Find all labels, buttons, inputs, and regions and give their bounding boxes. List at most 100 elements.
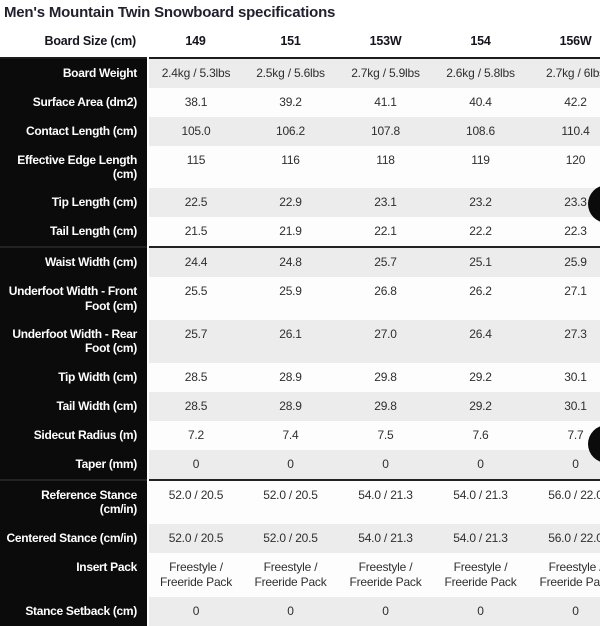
board-size-header-label: Board Size (cm) [0, 26, 148, 58]
row-label: Waist Width (cm) [0, 246, 149, 278]
spec-value-cell: 30.1 [528, 391, 600, 421]
spec-value-cell: 22.1 [338, 217, 433, 248]
spec-value-cell: 52.0 / 20.5 [148, 478, 243, 524]
table-row: Underfoot Width - Front Foot (cm) 25.5 25.… [0, 277, 600, 321]
spec-value-cell: 2.4kg / 5.3lbs [148, 57, 243, 88]
spec-value-cell: Freestyle / Freeride Pack [148, 552, 243, 597]
spec-value-cell: 2.7kg / 5.9lbs [338, 57, 433, 88]
spec-value-cell: 0 [243, 596, 338, 626]
spec-value-cell: 24.8 [243, 246, 338, 278]
spec-value-cell: 7.6 [433, 420, 528, 450]
spec-value-cell: 42.2 [528, 87, 600, 117]
spec-value-cell: Freestyle / Freeride Pack [528, 552, 600, 597]
spec-value-cell: 26.2 [433, 277, 528, 321]
board-size-header-row: Board Size (cm) 149 151 153W 154 156W [0, 26, 600, 58]
spec-value-cell: 28.5 [148, 362, 243, 392]
spec-value-cell: 105.0 [148, 116, 243, 146]
size-column-header: 156W [528, 26, 600, 58]
table-row: Tip Width (cm) 28.5 28.9 29.8 29.2 30.1 [0, 362, 600, 392]
spec-value-cell: 120 [528, 145, 600, 189]
spec-value-cell: 106.2 [243, 116, 338, 146]
spec-value-cell: 7.2 [148, 420, 243, 450]
table-row: Stance Setback (cm) 0 0 0 0 0 [0, 596, 600, 626]
row-label: Insert Pack [0, 552, 149, 597]
floating-action-button-upper[interactable] [588, 185, 600, 223]
spec-value-cell: 56.0 / 22.0 [528, 478, 600, 524]
spec-value-cell: 22.5 [148, 188, 243, 218]
spec-value-cell: Freestyle / Freeride Pack [433, 552, 528, 597]
spec-value-cell: 52.0 / 20.5 [243, 478, 338, 524]
row-label: Underfoot Width - Front Foot (cm) [0, 277, 149, 321]
spec-value-cell: 41.1 [338, 87, 433, 117]
spec-value-cell: 22.2 [433, 217, 528, 248]
spec-value-cell: 29.2 [433, 362, 528, 392]
spec-value-cell: 27.3 [528, 320, 600, 363]
spec-value-cell: 116 [243, 145, 338, 189]
spec-value-cell: 0 [528, 596, 600, 626]
spec-value-cell: 0 [148, 449, 243, 480]
page-title: Men's Mountain Twin Snowboard specificat… [4, 4, 336, 21]
spec-value-cell: 21.5 [148, 217, 243, 248]
table-row: Sidecut Radius (m) 7.2 7.4 7.5 7.6 7.7 [0, 420, 600, 450]
spec-value-cell: 2.6kg / 5.8lbs [433, 57, 528, 88]
spec-value-cell: 26.1 [243, 320, 338, 363]
spec-value-cell: 0 [528, 449, 600, 480]
floating-action-button-lower[interactable] [588, 425, 600, 463]
spec-value-cell: 119 [433, 145, 528, 189]
spec-value-cell: 0 [338, 449, 433, 480]
spec-value-cell: 39.2 [243, 87, 338, 117]
table-row: Tail Length (cm) 21.5 21.9 22.1 22.2 22.3 [0, 217, 600, 248]
spec-table-viewport: Board Size (cm) 149 151 153W 154 156W Board … [0, 26, 600, 626]
spec-value-cell: 21.9 [243, 217, 338, 248]
table-row: Effective Edge Length (cm) 115 116 118 119 12… [0, 145, 600, 189]
spec-value-cell: 115 [148, 145, 243, 189]
spec-value-cell: 25.7 [338, 246, 433, 278]
spec-value-cell: 27.0 [338, 320, 433, 363]
spec-value-cell: 28.5 [148, 391, 243, 421]
spec-value-cell: 54.0 / 21.3 [433, 478, 528, 524]
spec-value-cell: 22.9 [243, 188, 338, 218]
row-label: Sidecut Radius (m) [0, 420, 149, 450]
row-label: Tail Length (cm) [0, 217, 149, 248]
spec-value-cell: 52.0 / 20.5 [243, 523, 338, 553]
spec-value-cell: 52.0 / 20.5 [148, 523, 243, 553]
table-row: Waist Width (cm) 24.4 24.8 25.7 25.1 25.9 [0, 246, 600, 278]
row-label: Contact Length (cm) [0, 116, 149, 146]
table-row: Board Weight 2.4kg / 5.3lbs 2.5kg / 5.6lbs… [0, 57, 600, 88]
spec-value-cell: 25.9 [243, 277, 338, 321]
spec-value-cell: 24.4 [148, 246, 243, 278]
table-row: Tail Width (cm) 28.5 28.9 29.8 29.2 30.1 [0, 391, 600, 421]
spec-value-cell: 25.5 [148, 277, 243, 321]
table-row: Insert Pack Freestyle / Freeride Pack Free… [0, 552, 600, 597]
spec-value-cell: 29.2 [433, 391, 528, 421]
spec-value-cell: 108.6 [433, 116, 528, 146]
size-column-header: 154 [433, 26, 528, 58]
spec-value-cell: 0 [433, 449, 528, 480]
spec-value-cell: 107.8 [338, 116, 433, 146]
spec-value-cell: 110.4 [528, 116, 600, 146]
row-label: Effective Edge Length (cm) [0, 145, 149, 189]
row-label: Tip Width (cm) [0, 362, 149, 392]
spec-value-cell: 27.1 [528, 277, 600, 321]
spec-value-cell: 23.1 [338, 188, 433, 218]
row-label: Surface Area (dm2) [0, 87, 149, 117]
spec-value-cell: 23.2 [433, 188, 528, 218]
spec-value-cell: 38.1 [148, 87, 243, 117]
table-row: Taper (mm) 0 0 0 0 0 [0, 449, 600, 480]
spec-value-cell: 30.1 [528, 362, 600, 392]
spec-value-cell: 28.9 [243, 362, 338, 392]
spec-value-cell: 54.0 / 21.3 [433, 523, 528, 553]
size-column-header: 153W [338, 26, 433, 58]
spec-value-cell: Freestyle / Freeride Pack [243, 552, 338, 597]
table-row: Contact Length (cm) 105.0 106.2 107.8 108.6 1… [0, 116, 600, 146]
spec-value-cell: 22.3 [528, 217, 600, 248]
row-label: Tail Width (cm) [0, 391, 149, 421]
spec-value-cell: 2.5kg / 5.6lbs [243, 57, 338, 88]
row-label: Underfoot Width - Rear Foot (cm) [0, 320, 149, 363]
spec-value-cell: 28.9 [243, 391, 338, 421]
spec-value-cell: 26.4 [433, 320, 528, 363]
row-label: Centered Stance (cm/in) [0, 523, 149, 553]
spec-value-cell: 54.0 / 21.3 [338, 523, 433, 553]
spec-value-cell: 25.1 [433, 246, 528, 278]
row-label: Stance Setback (cm) [0, 596, 149, 626]
